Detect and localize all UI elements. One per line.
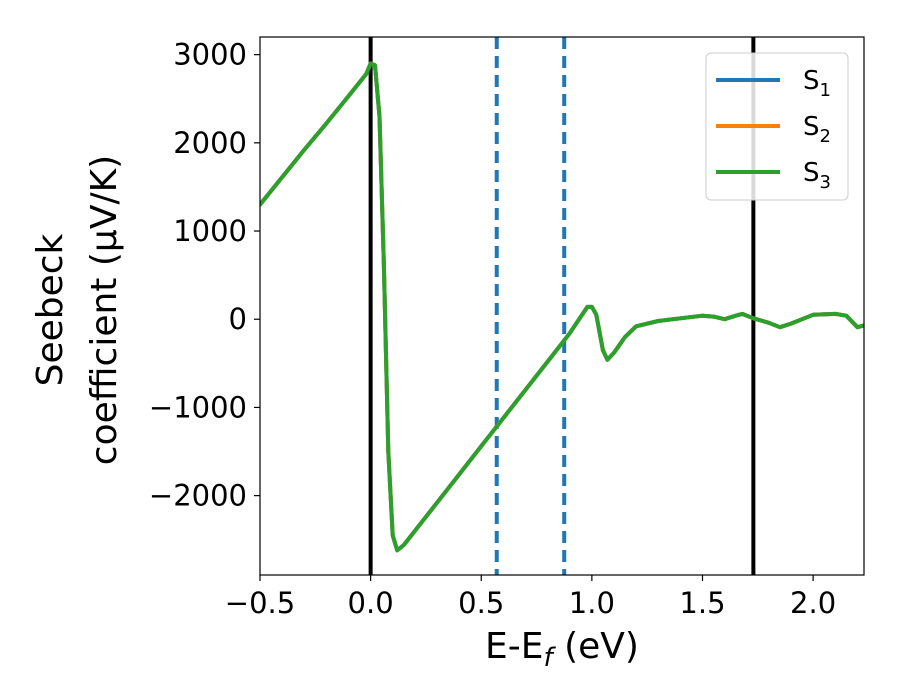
y-tick-label: 2000: [173, 126, 247, 160]
legend-label-S2: S2: [803, 112, 831, 147]
legend-label-S3: S3: [803, 158, 831, 193]
x-tick-label: 0.0: [348, 586, 394, 620]
x-tick-label: 2.0: [790, 586, 836, 620]
legend: S1 S2 S3: [705, 52, 849, 201]
y-tick-label: 0: [229, 302, 247, 336]
y-tick-label: −2000: [149, 479, 247, 513]
legend-label-S1: S1: [803, 66, 831, 101]
x-tick-label: 0.5: [458, 586, 504, 620]
y-tick-label: 1000: [173, 214, 247, 248]
y-tick-label: −1000: [149, 390, 247, 424]
plot-frame: [259, 36, 865, 576]
x-tick-label: −0.5: [225, 586, 295, 620]
series-line-S3: [260, 61, 864, 553]
y-tick-label: 3000: [173, 38, 247, 72]
x-tick-label: 1.5: [679, 586, 725, 620]
x-tick-label: 1.0: [569, 586, 615, 620]
x-axis-label: E-Ef (eV): [485, 626, 639, 673]
y-axis-label: Seebeck coefficient (μV/K): [30, 155, 125, 465]
